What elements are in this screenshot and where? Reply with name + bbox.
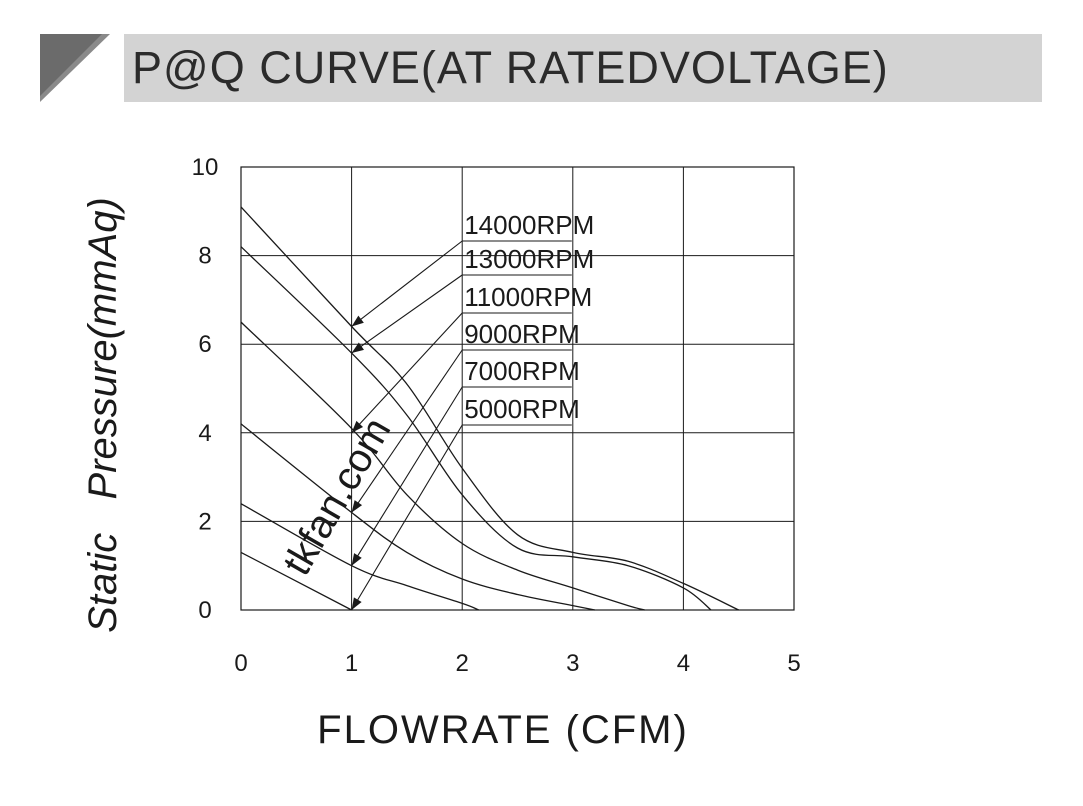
x-axis-label: FLOWRATE (CFM) xyxy=(317,708,689,752)
rpm-label: 11000RPM xyxy=(464,282,592,312)
curve-9000rpm xyxy=(240,423,596,611)
rpm-label: 9000RPM xyxy=(464,319,580,349)
leader-line xyxy=(351,349,463,513)
curves xyxy=(240,206,739,611)
x-tick-label: 0 xyxy=(234,650,247,677)
rpm-label: 7000RPM xyxy=(464,356,580,386)
y-tick-label: 0 xyxy=(198,597,211,624)
curve-7000rpm xyxy=(240,503,480,611)
y-axis-label: Static Pressure(mmAq) xyxy=(81,197,125,633)
leader-line xyxy=(351,424,463,611)
chart-grid xyxy=(240,166,795,611)
arrowhead xyxy=(351,597,362,610)
x-tick-label: 3 xyxy=(566,650,579,677)
curve-14000rpm xyxy=(240,206,739,611)
plot-frame xyxy=(240,166,795,611)
curve-5000rpm xyxy=(240,551,352,611)
x-tick-labels: 0 1 2 3 4 5 xyxy=(234,650,800,677)
y-tick-label: 10 xyxy=(192,154,219,181)
rpm-label: 5000RPM xyxy=(464,394,580,424)
title-banner: P@Q CURVE(AT RATEDVOLTAGE) xyxy=(40,34,1042,102)
arrowhead xyxy=(351,420,364,433)
arrowhead xyxy=(351,342,364,354)
arrowhead xyxy=(351,553,362,566)
banner-bar xyxy=(124,34,1042,102)
leader-line xyxy=(351,312,463,434)
leader-line xyxy=(351,386,463,566)
watermark: tkfan.com xyxy=(275,410,400,582)
y-tick-label: 8 xyxy=(198,243,211,270)
rpm-label: 14000RPM xyxy=(464,210,594,240)
curve-13000rpm xyxy=(240,246,712,611)
curve-11000rpm xyxy=(240,321,645,611)
x-tick-label: 4 xyxy=(677,650,690,677)
arrowhead xyxy=(351,315,364,327)
leader-line xyxy=(351,274,463,354)
page-title: P@Q CURVE(AT RATEDVOLTAGE) xyxy=(132,42,889,93)
y-tick-label: 2 xyxy=(198,508,211,535)
banner-corner-block xyxy=(40,34,110,102)
annotations: 14000RPM 13000RPM 11000RPM 9000RPM 7000RPM 50… xyxy=(351,210,594,611)
rpm-label: 13000RPM xyxy=(464,244,594,274)
x-tick-label: 5 xyxy=(787,650,800,677)
leader-line xyxy=(351,240,463,327)
arrowhead xyxy=(351,500,363,513)
x-tick-label: 2 xyxy=(456,650,469,677)
y-tick-labels: 0 2 4 6 8 10 xyxy=(192,154,219,624)
y-tick-label: 4 xyxy=(198,420,211,447)
y-tick-label: 6 xyxy=(198,331,211,358)
x-tick-label: 1 xyxy=(345,650,358,677)
